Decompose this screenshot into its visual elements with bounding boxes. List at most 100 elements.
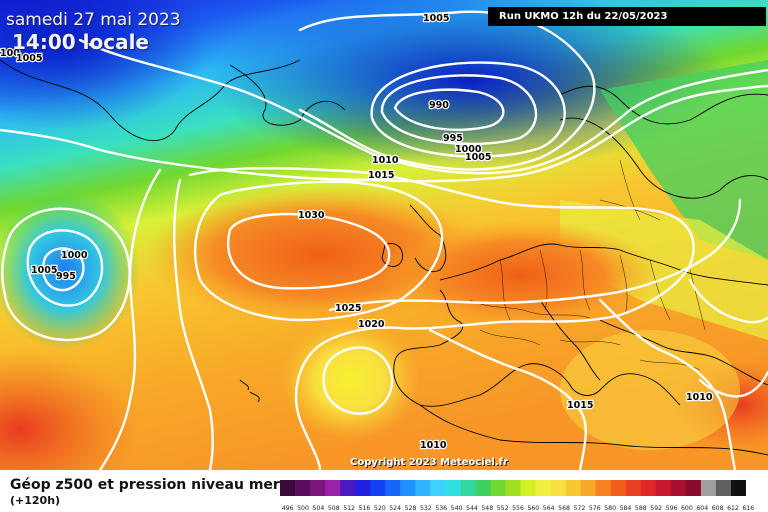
scale-label: 508 [328, 505, 340, 512]
scale-label: 568 [558, 505, 570, 512]
isobar-label: 990 [429, 100, 449, 111]
scale-swatch [385, 480, 401, 496]
isobar-label: 1015 [567, 400, 593, 411]
scale-label: 560 [527, 505, 539, 512]
isobar-label: 995 [56, 271, 76, 282]
isobar-label: 1005 [465, 152, 491, 163]
scale-label: 584 [620, 505, 632, 512]
isobar-1020-se [688, 278, 768, 324]
isobar-label: 1000 [61, 250, 88, 261]
scale-swatch [280, 480, 296, 496]
scale-swatch [490, 480, 506, 496]
scale-label: 608 [712, 505, 724, 512]
isobar-1020 [188, 167, 695, 470]
scale-label: 496 [282, 505, 294, 512]
isobar-label: 1010 [372, 155, 399, 166]
scale-swatch [670, 480, 687, 496]
scale-swatch [400, 480, 416, 496]
scale-swatch [730, 480, 746, 496]
field-west-low [0, 190, 140, 350]
isobar-label: 1005 [16, 53, 42, 64]
isobar-1010-west [1, 207, 131, 342]
isobar-label: 1030 [298, 210, 325, 221]
scale-label: 512 [343, 505, 355, 512]
scale-label: 588 [635, 505, 647, 512]
isobar-995 [380, 74, 538, 146]
scale-swatch [715, 480, 732, 496]
isobar-1000 [370, 61, 566, 158]
isobar-1010-north [78, 38, 768, 175]
scale-label: 528 [405, 505, 417, 512]
scale-swatch [325, 480, 341, 496]
scale-label: 564 [543, 505, 555, 512]
isobar-1005-north [298, 10, 596, 171]
isobar-label: 1005 [423, 13, 449, 24]
scale-label: 600 [681, 505, 693, 512]
scale-label: 596 [666, 505, 678, 512]
scale-swatch [625, 480, 642, 496]
isobar-labels: 1005 990 995 1000 1005 1010 1015 1030 10… [0, 12, 714, 452]
isobar-1015-south [428, 328, 587, 470]
isobar-990 [393, 88, 505, 131]
scale-swatch [475, 480, 491, 496]
scale-label: 572 [574, 505, 586, 512]
scale-swatch [460, 480, 476, 496]
scale-swatch [445, 480, 461, 496]
scale-swatch [520, 480, 536, 496]
scale-label: 536 [435, 505, 447, 512]
isobar-1015-se [598, 298, 737, 470]
isobar-label: 1010 [420, 440, 447, 451]
isobar-1000-west [41, 247, 85, 292]
copyright-text: Copyright 2023 Meteociel.fr [350, 457, 508, 468]
scale-label: 556 [512, 505, 524, 512]
scale-label: 540 [451, 505, 463, 512]
field-med-yellow [560, 330, 740, 450]
isobar-label: 1025 [335, 303, 361, 314]
scale-swatch [595, 480, 612, 496]
scale-label: 612 [727, 505, 739, 512]
scale-swatch [655, 480, 672, 496]
scale-label: 516 [359, 505, 371, 512]
color-scale-bar [280, 480, 746, 496]
isobar-label: 1015 [368, 170, 394, 181]
scale-swatch [565, 480, 582, 496]
isobar-1005-west [26, 229, 104, 307]
scale-label: 520 [374, 505, 386, 512]
coastlines [0, 59, 768, 456]
borders [469, 159, 706, 371]
isobar-1010-south [322, 346, 394, 415]
geopotential-map: 1005 990 995 1000 1005 1010 1015 1030 10… [0, 0, 768, 470]
legend-title: Géop z500 et pression niveau mer [10, 477, 280, 493]
scale-swatch [685, 480, 702, 496]
scale-label: 524 [389, 505, 401, 512]
field-east-greenband [600, 60, 768, 260]
isobar-1015-west [98, 168, 162, 470]
scale-label: 500 [297, 505, 309, 512]
scale-swatch [640, 480, 657, 496]
scale-swatch [700, 480, 717, 496]
scale-label: 580 [604, 505, 616, 512]
isobar-1010-se [698, 370, 768, 398]
color-scale-labels: 496 500 504 508 512 516 520 524 528 532 536 540 544 5… [282, 505, 755, 512]
forecast-lead-time: (+120h) [10, 494, 61, 507]
isobar-label: 1010 [686, 392, 713, 403]
scale-label: 604 [696, 505, 708, 512]
isobar-1020-outer [173, 178, 214, 470]
scale-swatch [580, 480, 597, 496]
scale-label: 616 [742, 505, 754, 512]
scale-label: 576 [589, 505, 601, 512]
forecast-time: 14:00 locale [12, 30, 149, 54]
isobar-1030 [226, 212, 391, 290]
scale-swatch [505, 480, 521, 496]
isobars [0, 10, 768, 470]
scale-label: 504 [312, 505, 324, 512]
forecast-date: samedi 27 mai 2023 [6, 10, 181, 30]
scale-label: 544 [466, 505, 478, 512]
scale-label: 552 [497, 505, 509, 512]
scale-swatch [535, 480, 551, 496]
field-sw-red [0, 350, 140, 470]
isobar-label: 995 [443, 133, 463, 144]
scale-label: 532 [420, 505, 432, 512]
scale-swatch [295, 480, 311, 496]
